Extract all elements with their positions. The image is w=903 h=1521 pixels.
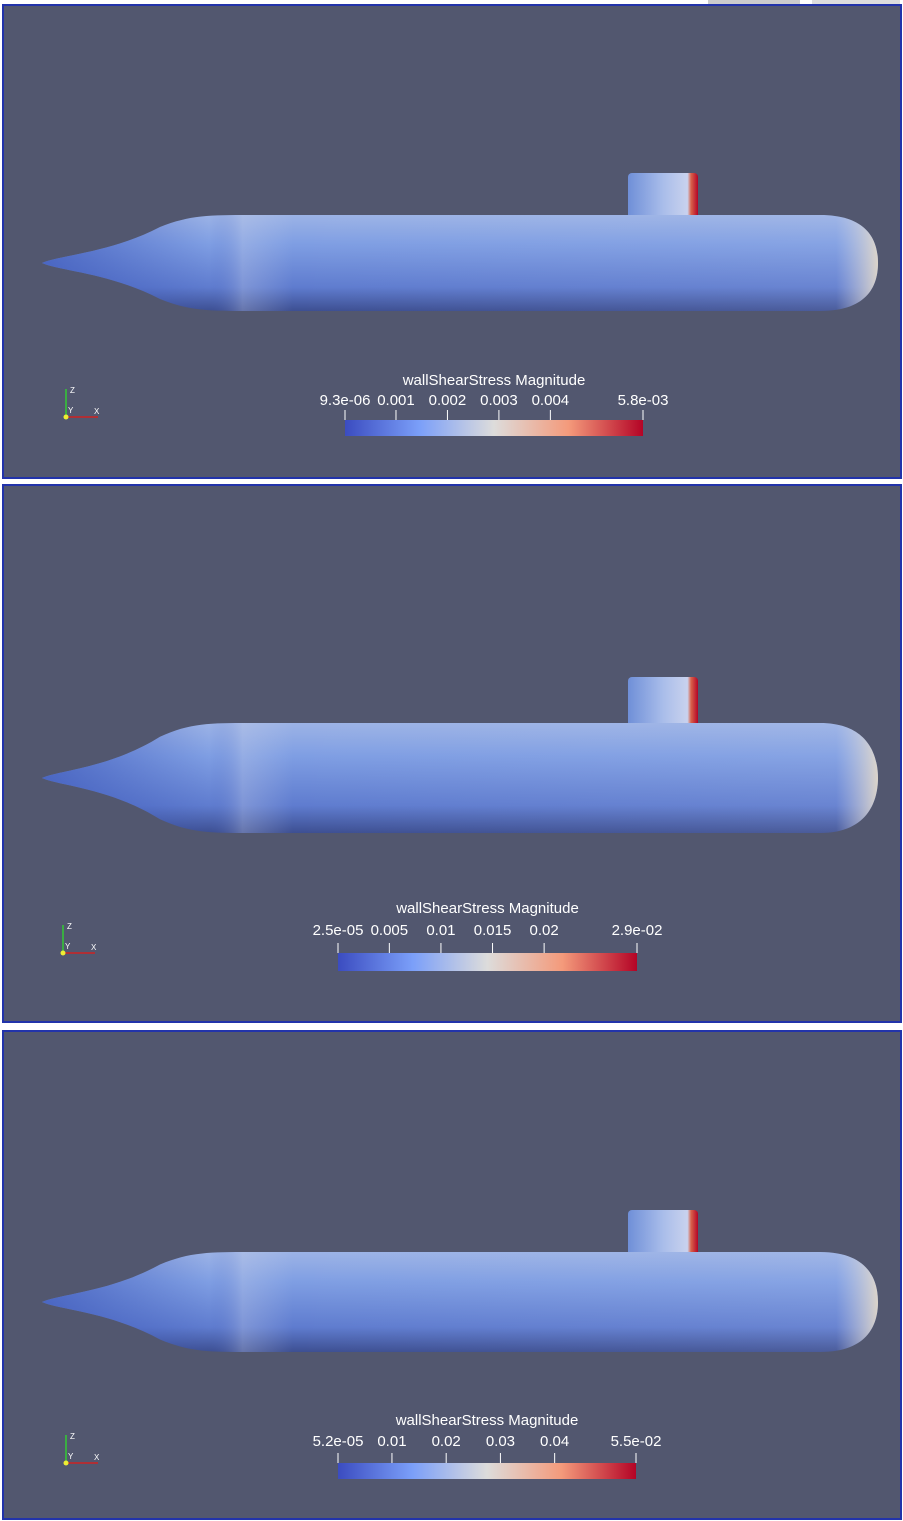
colorbar-tick-label: 5.8e-03 [618, 392, 669, 409]
axis-y [63, 1460, 69, 1466]
colorbar-tick-label: 0.005 [371, 922, 409, 939]
sail [628, 1210, 698, 1256]
toolbar [708, 0, 800, 4]
colorbar-tick-label: 0.02 [432, 1433, 461, 1450]
axis-label: Y [65, 942, 71, 951]
colorbar-tick-label: 2.9e-02 [612, 922, 663, 939]
hull-shade [42, 723, 878, 833]
sail [628, 677, 698, 727]
colorbar-tick-label: 0.03 [486, 1433, 515, 1450]
colorbar-tick-label: 0.001 [377, 392, 415, 409]
axis-label: Y [68, 406, 74, 415]
axis-y [63, 414, 69, 420]
colorbar-tick-label: 0.01 [377, 1433, 406, 1450]
axis-y [60, 950, 66, 956]
colorbar-tick-label: 0.002 [429, 392, 467, 409]
colorbar-tick-label: 0.01 [426, 922, 455, 939]
colorbar-tick-label: 0.003 [480, 392, 518, 409]
colorbar-title: wallShearStress Magnitude [395, 1412, 579, 1429]
axis-label: X [94, 1453, 100, 1462]
colorbar-tick-label: 0.004 [532, 392, 570, 409]
colorbar-tick-label: 5.5e-02 [611, 1433, 662, 1450]
colorbar-title: wallShearStress Magnitude [395, 900, 579, 917]
axis-label: Y [68, 1452, 74, 1461]
axis-label: X [94, 407, 100, 416]
axis-label: X [91, 943, 97, 952]
colorbar-tick-label: 0.02 [530, 922, 559, 939]
colorbar [345, 420, 643, 436]
colorbar-tick-label: 2.5e-05 [313, 922, 364, 939]
colorbar [338, 953, 637, 971]
hull-shade [42, 1252, 878, 1352]
colorbar [338, 1463, 636, 1479]
colorbar-tick-label: 9.3e-06 [320, 392, 371, 409]
axis-label: Z [70, 386, 75, 395]
colorbar-title: wallShearStress Magnitude [402, 372, 586, 389]
toolbar [812, 0, 900, 4]
colorbar-tick-label: 0.015 [474, 922, 512, 939]
colorbar-tick-label: 5.2e-05 [313, 1433, 364, 1450]
axis-label: Z [70, 1432, 75, 1441]
hull-shade [42, 215, 878, 311]
colorbar-tick-label: 0.04 [540, 1433, 569, 1450]
sail [628, 173, 698, 219]
axis-label: Z [67, 922, 72, 931]
